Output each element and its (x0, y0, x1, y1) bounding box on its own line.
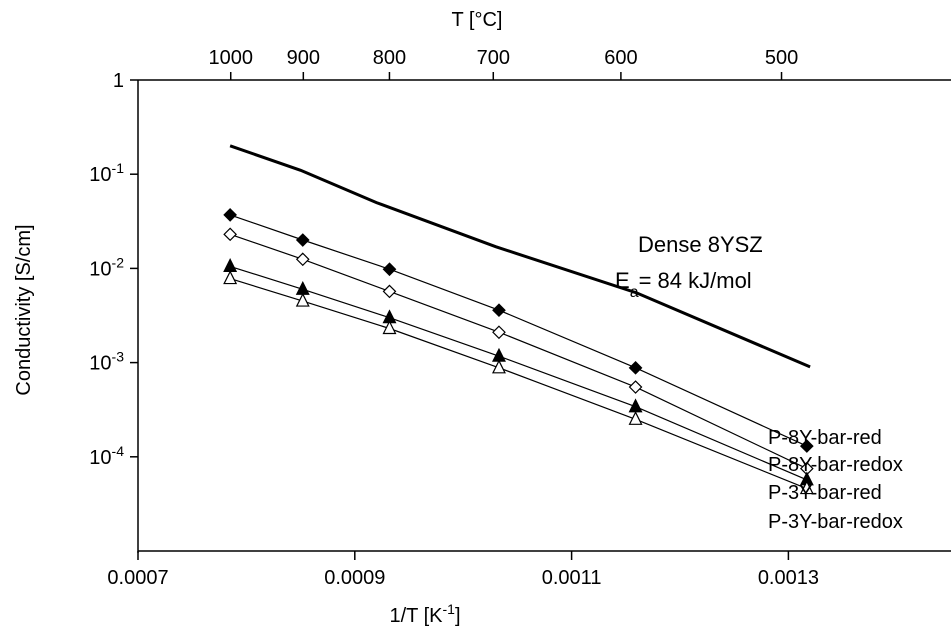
top-tick-label-0: 1000 (208, 47, 253, 69)
y-tick-label-4: 10-4 (89, 443, 124, 469)
series-layer (223, 208, 814, 495)
series-0 (223, 208, 814, 453)
x-axis-title: 1/T [K-1] (389, 601, 460, 627)
series-1-point-0 (223, 227, 237, 242)
y-tick-label-0: 1 (113, 70, 124, 92)
reference-layer (229, 144, 811, 369)
series-3-point-2 (382, 320, 397, 335)
series-1-point-1 (295, 252, 310, 267)
x-tick-label-3: 0.0013 (758, 567, 819, 589)
y-tick-label-1: 10-1 (89, 160, 124, 186)
x-tick-label-2: 0.0011 (542, 567, 602, 589)
series-0-point-0 (223, 208, 237, 222)
label-p8y-red: P-8Y-bar-red (768, 427, 882, 449)
label-p3y-redox: P-3Y-bar-redox (768, 511, 903, 533)
x-axis-title-unit-exp: -1 (443, 601, 456, 617)
series-line-3 (229, 278, 808, 490)
series-line-1 (229, 233, 808, 470)
x-tick-label-0: 0.0007 (107, 567, 168, 589)
x-tick-label-1: 0.0009 (324, 567, 385, 589)
x-axis-title-unit: K (429, 605, 443, 627)
series-1 (223, 227, 814, 476)
ea-sub: a (630, 284, 639, 301)
series-3-point-1 (295, 292, 310, 307)
y-axis-title: Conductivity [S/cm] (13, 224, 35, 395)
top-tick-label-1: 900 (287, 47, 320, 69)
ea-rest: = 84 kJ/mol (639, 268, 752, 293)
series-3 (223, 270, 814, 495)
series-3-point-3 (492, 359, 506, 374)
series-line-0 (229, 214, 808, 447)
series-0-point-1 (295, 233, 310, 247)
top-tick-label-2: 800 (373, 47, 406, 69)
y-tick-label-3: 10-3 (89, 349, 124, 375)
label-p3y-red: P-3Y-bar-red (768, 482, 882, 504)
series-0-point-2 (382, 262, 397, 277)
series-2-point-0 (223, 258, 238, 273)
axes (137, 79, 951, 553)
series-2 (223, 258, 814, 486)
series-3-point-0 (223, 270, 238, 285)
reference-annotation-line1: Dense 8YSZ (638, 232, 763, 257)
top-tick-label-4: 600 (604, 47, 637, 69)
series-1-point-4 (628, 380, 643, 394)
label-p8y-redox: P-8Y-bar-redox (768, 454, 903, 476)
series-0-point-5 (799, 439, 814, 453)
top-tick-label-3: 700 (477, 47, 510, 69)
top-tick-label-5: 500 (765, 47, 798, 69)
series-3-point-4 (628, 410, 643, 425)
ea-base: E (615, 268, 630, 293)
series-line-2 (229, 265, 808, 481)
series-1-point-2 (382, 284, 397, 299)
y-tick-label-2: 10-2 (89, 254, 124, 280)
series-1-point-3 (492, 325, 506, 340)
dense-8ysz-line (229, 144, 811, 369)
series-3-point-5 (799, 480, 814, 495)
ticks: 0.0007 0.0009 0.0011 0.0013 1000 900 800 700 600… (89, 47, 819, 589)
series-0-point-3 (492, 303, 506, 318)
reference-annotation-line2: Ea= 84 kJ/mol (615, 268, 752, 301)
series-0-point-4 (628, 360, 643, 375)
x-axis-title-label: 1/T (389, 605, 418, 627)
top-axis-title: T [°C] (452, 9, 503, 31)
